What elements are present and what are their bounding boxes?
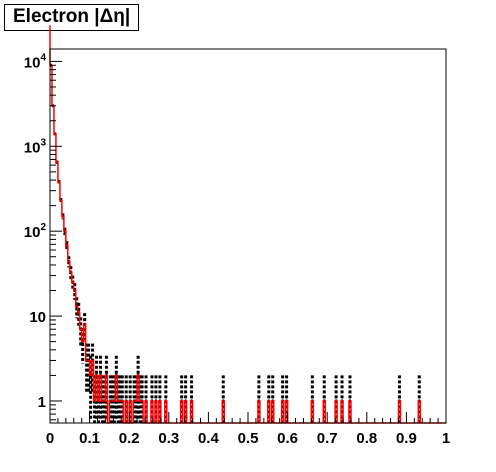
x-tick-label: 0.7 xyxy=(317,430,338,447)
fit-line xyxy=(49,25,446,424)
x-tick-label: 0.1 xyxy=(79,430,100,447)
x-tick-label: 0 xyxy=(46,430,54,447)
y-tick-label: 104 xyxy=(24,52,47,71)
x-tick-label: 0.5 xyxy=(238,430,259,447)
x-tick-label: 1 xyxy=(442,430,450,447)
x-tick-label: 0.4 xyxy=(198,430,220,447)
y-axis: 1 10 102 103 104 xyxy=(24,52,62,421)
y-tick-label: 1 xyxy=(38,394,46,411)
x-tick-label: 0.8 xyxy=(356,430,377,447)
x-axis: 0 0.1 0.2 0.3 0.4 0.5 0.6 0.7 0.8 0.9 1 xyxy=(46,412,450,447)
y-tick-label: 10 xyxy=(29,309,46,326)
chart-title: Electron |Δη| xyxy=(4,4,140,31)
plot-frame xyxy=(49,48,447,424)
data-points xyxy=(49,63,421,423)
x-tick-label: 0.6 xyxy=(277,430,298,447)
x-tick-label: 0.2 xyxy=(119,430,140,447)
x-tick-label: 0.3 xyxy=(158,430,179,447)
y-tick-label: 102 xyxy=(24,222,47,241)
x-tick-label: 0.9 xyxy=(396,430,417,447)
y-tick-label: 103 xyxy=(24,137,47,156)
